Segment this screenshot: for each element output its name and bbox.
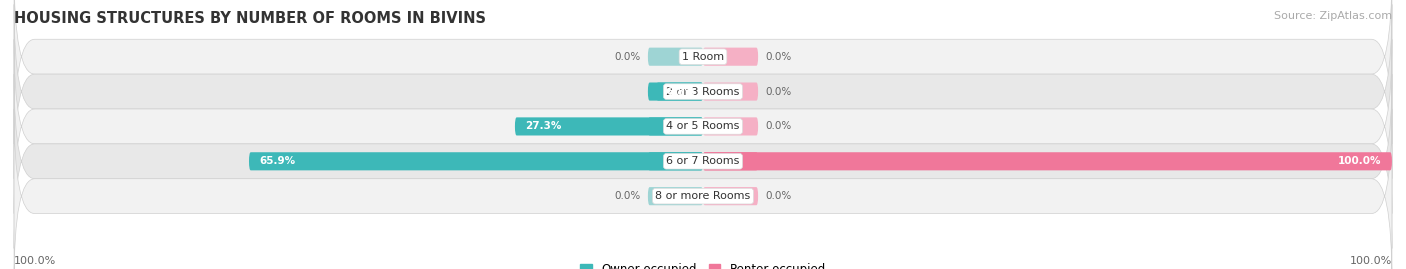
FancyBboxPatch shape xyxy=(703,48,758,66)
FancyBboxPatch shape xyxy=(703,152,758,170)
Text: 0.0%: 0.0% xyxy=(765,87,792,97)
FancyBboxPatch shape xyxy=(703,117,758,136)
Text: 0.0%: 0.0% xyxy=(614,52,641,62)
Text: 0.0%: 0.0% xyxy=(614,191,641,201)
Text: 1 Room: 1 Room xyxy=(682,52,724,62)
FancyBboxPatch shape xyxy=(648,152,703,170)
FancyBboxPatch shape xyxy=(648,117,703,136)
Text: 2 or 3 Rooms: 2 or 3 Rooms xyxy=(666,87,740,97)
FancyBboxPatch shape xyxy=(703,187,758,205)
Text: 65.9%: 65.9% xyxy=(259,156,295,166)
Text: 0.0%: 0.0% xyxy=(765,52,792,62)
Text: HOUSING STRUCTURES BY NUMBER OF ROOMS IN BIVINS: HOUSING STRUCTURES BY NUMBER OF ROOMS IN… xyxy=(14,11,486,26)
FancyBboxPatch shape xyxy=(14,74,1392,249)
Text: 0.0%: 0.0% xyxy=(765,121,792,132)
Text: 27.3%: 27.3% xyxy=(526,121,561,132)
FancyBboxPatch shape xyxy=(14,4,1392,179)
Text: 100.0%: 100.0% xyxy=(14,256,56,266)
FancyBboxPatch shape xyxy=(14,109,1392,269)
FancyBboxPatch shape xyxy=(648,83,703,101)
FancyBboxPatch shape xyxy=(14,39,1392,214)
Text: 4 or 5 Rooms: 4 or 5 Rooms xyxy=(666,121,740,132)
Text: 0.0%: 0.0% xyxy=(765,191,792,201)
FancyBboxPatch shape xyxy=(648,48,703,66)
Text: 100.0%: 100.0% xyxy=(1339,156,1382,166)
FancyBboxPatch shape xyxy=(648,187,703,205)
FancyBboxPatch shape xyxy=(657,83,703,101)
Text: 8 or more Rooms: 8 or more Rooms xyxy=(655,191,751,201)
Text: 6 or 7 Rooms: 6 or 7 Rooms xyxy=(666,156,740,166)
FancyBboxPatch shape xyxy=(703,152,1392,170)
Text: Source: ZipAtlas.com: Source: ZipAtlas.com xyxy=(1274,11,1392,21)
Text: 6.8%: 6.8% xyxy=(666,87,696,97)
Text: 100.0%: 100.0% xyxy=(1350,256,1392,266)
Legend: Owner-occupied, Renter-occupied: Owner-occupied, Renter-occupied xyxy=(575,258,831,269)
FancyBboxPatch shape xyxy=(249,152,703,170)
FancyBboxPatch shape xyxy=(703,83,758,101)
FancyBboxPatch shape xyxy=(14,0,1392,144)
FancyBboxPatch shape xyxy=(515,117,703,136)
